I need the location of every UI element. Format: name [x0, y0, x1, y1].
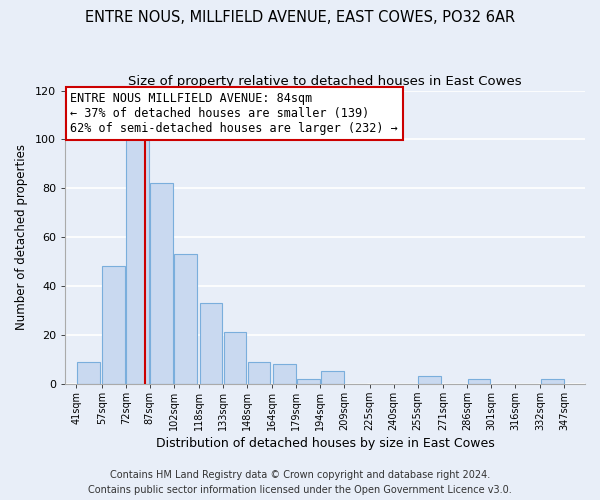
- Bar: [273, 364, 296, 384]
- Bar: [248, 362, 270, 384]
- Text: ENTRE NOUS MILLFIELD AVENUE: 84sqm
← 37% of detached houses are smaller (139)
62: ENTRE NOUS MILLFIELD AVENUE: 84sqm ← 37%…: [70, 92, 398, 135]
- Bar: [77, 362, 100, 384]
- Bar: [541, 378, 563, 384]
- Bar: [467, 378, 490, 384]
- Bar: [150, 184, 173, 384]
- Bar: [127, 140, 149, 384]
- Bar: [174, 254, 197, 384]
- X-axis label: Distribution of detached houses by size in East Cowes: Distribution of detached houses by size …: [155, 437, 494, 450]
- Bar: [297, 378, 320, 384]
- Text: ENTRE NOUS, MILLFIELD AVENUE, EAST COWES, PO32 6AR: ENTRE NOUS, MILLFIELD AVENUE, EAST COWES…: [85, 10, 515, 25]
- Bar: [103, 266, 125, 384]
- Text: Contains HM Land Registry data © Crown copyright and database right 2024.
Contai: Contains HM Land Registry data © Crown c…: [88, 470, 512, 495]
- Bar: [321, 372, 344, 384]
- Bar: [418, 376, 441, 384]
- Title: Size of property relative to detached houses in East Cowes: Size of property relative to detached ho…: [128, 75, 522, 88]
- Y-axis label: Number of detached properties: Number of detached properties: [15, 144, 28, 330]
- Bar: [224, 332, 246, 384]
- Bar: [200, 303, 223, 384]
